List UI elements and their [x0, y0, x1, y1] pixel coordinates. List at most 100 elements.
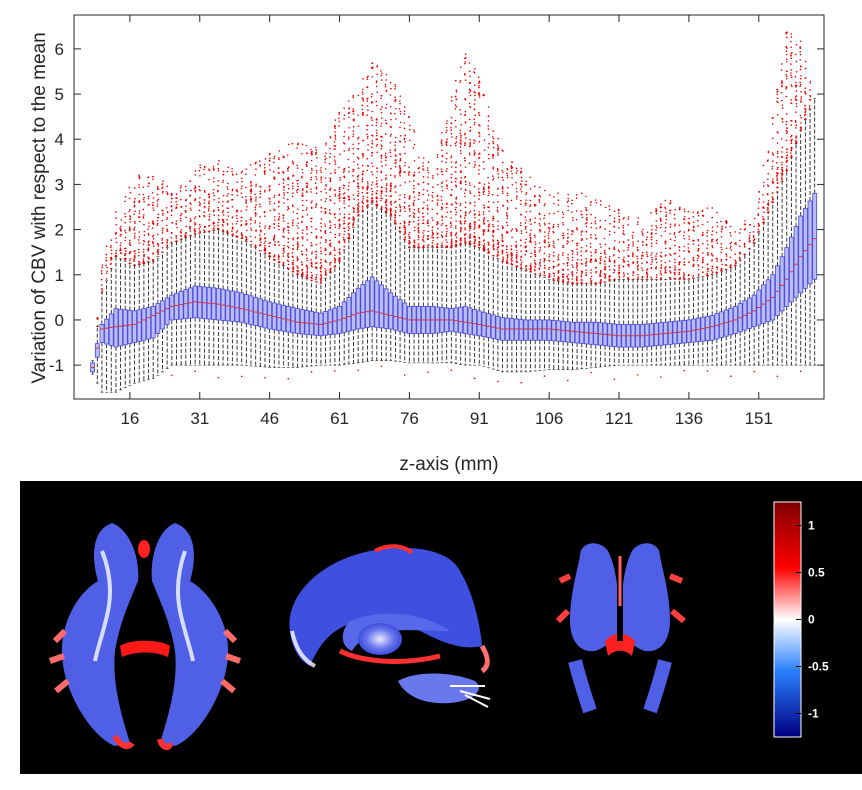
outlier-point: [451, 136, 453, 138]
outlier-point: [427, 371, 429, 373]
outlier-point: [375, 129, 378, 132]
outlier-point: [380, 160, 382, 163]
outlier-point: [417, 216, 420, 219]
outlier-point: [576, 275, 578, 278]
iqr-box: [546, 319, 552, 341]
outlier-point: [524, 253, 527, 256]
outlier-point: [394, 216, 397, 219]
outlier-point: [534, 236, 536, 238]
outlier-point: [520, 183, 522, 186]
outlier-point: [120, 248, 122, 251]
outlier-point: [516, 190, 518, 193]
box-z-55: [309, 148, 314, 373]
outlier-point: [385, 190, 388, 193]
outlier-point: [488, 157, 490, 160]
outlier-point: [269, 209, 272, 212]
outlier-point: [320, 274, 322, 277]
outlier-point: [506, 230, 508, 233]
box-z-16: [127, 186, 133, 386]
outlier-point: [371, 181, 374, 184]
outlier-point: [184, 211, 187, 213]
outlier-point: [455, 220, 457, 222]
outlier-point: [692, 229, 695, 231]
outlier-point: [585, 282, 588, 285]
outlier-point: [324, 200, 327, 203]
outlier-point: [520, 180, 523, 182]
outlier-point: [148, 257, 150, 260]
box-z-9: [94, 316, 100, 384]
outlier-point: [557, 276, 560, 278]
outlier-point: [157, 253, 159, 256]
outlier-point: [496, 248, 499, 251]
outlier-point: [460, 124, 463, 126]
outlier-point: [557, 192, 559, 194]
outlier-point: [482, 188, 485, 190]
outlier-point: [259, 196, 261, 199]
outlier-point: [506, 168, 508, 170]
outlier-point: [673, 217, 676, 220]
box-z-99: [514, 167, 519, 373]
outlier-point: [525, 191, 528, 194]
outlier-point: [473, 166, 476, 168]
outlier-point: [129, 259, 131, 262]
outlier-point: [613, 278, 616, 281]
outlier-point: [287, 225, 289, 228]
outlier-point: [311, 252, 313, 255]
outlier-point: [492, 217, 495, 220]
outlier-point: [478, 157, 480, 159]
outlier-point: [338, 218, 341, 221]
outlier-point: [320, 273, 322, 276]
outlier-point: [567, 200, 570, 202]
box-z-129: [653, 207, 659, 366]
outlier-point: [399, 174, 401, 177]
outlier-point: [455, 206, 457, 209]
outlier-point: [370, 197, 373, 200]
outlier-point: [138, 186, 140, 189]
outlier-point: [423, 234, 425, 237]
outlier-point: [623, 216, 625, 219]
outlier-point: [263, 210, 266, 213]
outlier-point: [417, 183, 420, 186]
outlier-point: [515, 227, 517, 230]
outlier-point: [301, 192, 304, 195]
outlier-point: [297, 271, 299, 273]
outlier-point: [236, 194, 239, 197]
outlier-point: [315, 281, 318, 283]
outlier-point: [246, 222, 248, 225]
outlier-point: [367, 183, 369, 185]
outlier-point: [315, 187, 318, 190]
outlier-point: [226, 186, 229, 188]
outlier-point: [474, 216, 476, 219]
outlier-point: [445, 122, 448, 125]
outlier-point: [399, 169, 402, 172]
outlier-point: [576, 261, 578, 264]
outlier-point: [240, 187, 243, 190]
outlier-point: [445, 239, 447, 241]
outlier-point: [255, 185, 257, 187]
outlier-point: [361, 178, 364, 181]
outlier-point: [507, 186, 509, 189]
outlier-point: [627, 249, 629, 251]
outlier-point: [315, 186, 318, 188]
outlier-point: [408, 174, 410, 176]
outlier-point: [325, 183, 327, 186]
outlier-point: [217, 167, 220, 170]
outlier-point: [572, 266, 574, 268]
outlier-point: [451, 244, 453, 247]
outlier-point: [338, 111, 340, 114]
outlier-point: [156, 251, 159, 253]
outlier-point: [463, 233, 466, 236]
outlier-point: [291, 195, 294, 198]
outlier-point: [441, 245, 443, 248]
outlier-point: [590, 237, 592, 239]
outlier-point: [319, 281, 322, 284]
outlier-point: [567, 277, 569, 280]
outlier-point: [524, 228, 527, 231]
outlier-point: [511, 177, 513, 179]
outlier-point: [105, 259, 108, 262]
outlier-point: [329, 147, 331, 150]
outlier-point: [128, 229, 131, 232]
box-z-82: [434, 153, 440, 364]
outlier-point: [356, 163, 359, 166]
outlier-point: [334, 236, 337, 239]
